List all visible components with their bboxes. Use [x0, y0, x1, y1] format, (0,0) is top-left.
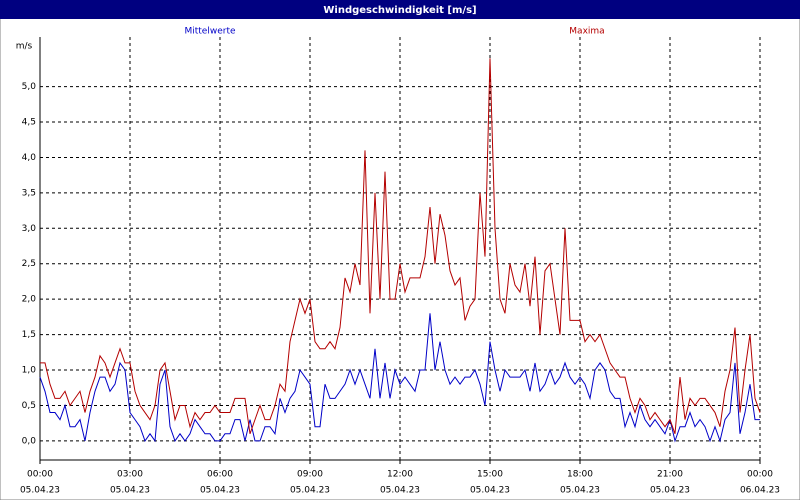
y-tick-label: 0,5 [22, 401, 36, 411]
series-line [40, 58, 761, 434]
x-tick-date: 05.04.23 [290, 486, 330, 496]
y-tick-label: 2,5 [22, 259, 36, 269]
x-tick-date: 05.04.23 [20, 486, 60, 496]
y-tick-label: 2,0 [22, 295, 37, 305]
chart-title: Windgeschwindigkeit [m/s] [323, 5, 476, 16]
x-tick-label: 15:00 [477, 470, 503, 480]
x-tick-label: 09:00 [297, 470, 323, 480]
legend-label: Mittelwerte [184, 27, 235, 37]
x-tick-label: 00:00 [747, 470, 773, 480]
x-tick-date: 05.04.23 [650, 486, 690, 496]
series-line [39, 313, 760, 443]
y-tick-label: 0,0 [22, 436, 37, 446]
y-tick-label: 4,0 [22, 153, 37, 163]
y-tick-label: 3,5 [22, 188, 36, 198]
x-tick-date: 06.04.23 [740, 486, 780, 496]
y-tick-label: 3,0 [22, 224, 37, 234]
legend-label: Maxima [569, 27, 604, 37]
y-tick-label: 4,5 [22, 118, 36, 128]
x-tick-label: 21:00 [657, 470, 683, 480]
y-unit: m/s [16, 42, 33, 52]
x-tick-label: 18:00 [567, 470, 593, 480]
x-tick-label: 12:00 [387, 470, 413, 480]
x-tick-date: 05.04.23 [470, 486, 510, 496]
x-tick-label: 03:00 [117, 470, 143, 480]
x-tick-date: 05.04.23 [560, 486, 600, 496]
y-tick-label: 5,0 [22, 82, 37, 92]
x-tick-date: 05.04.23 [200, 486, 240, 496]
x-tick-date: 05.04.23 [110, 486, 150, 496]
title-bar [0, 0, 800, 19]
y-tick-label: 1,5 [22, 330, 36, 340]
x-tick-label: 00:00 [27, 470, 53, 480]
x-tick-date: 05.04.23 [380, 486, 420, 496]
x-tick-label: 06:00 [207, 470, 233, 480]
y-tick-label: 1,0 [22, 366, 37, 376]
